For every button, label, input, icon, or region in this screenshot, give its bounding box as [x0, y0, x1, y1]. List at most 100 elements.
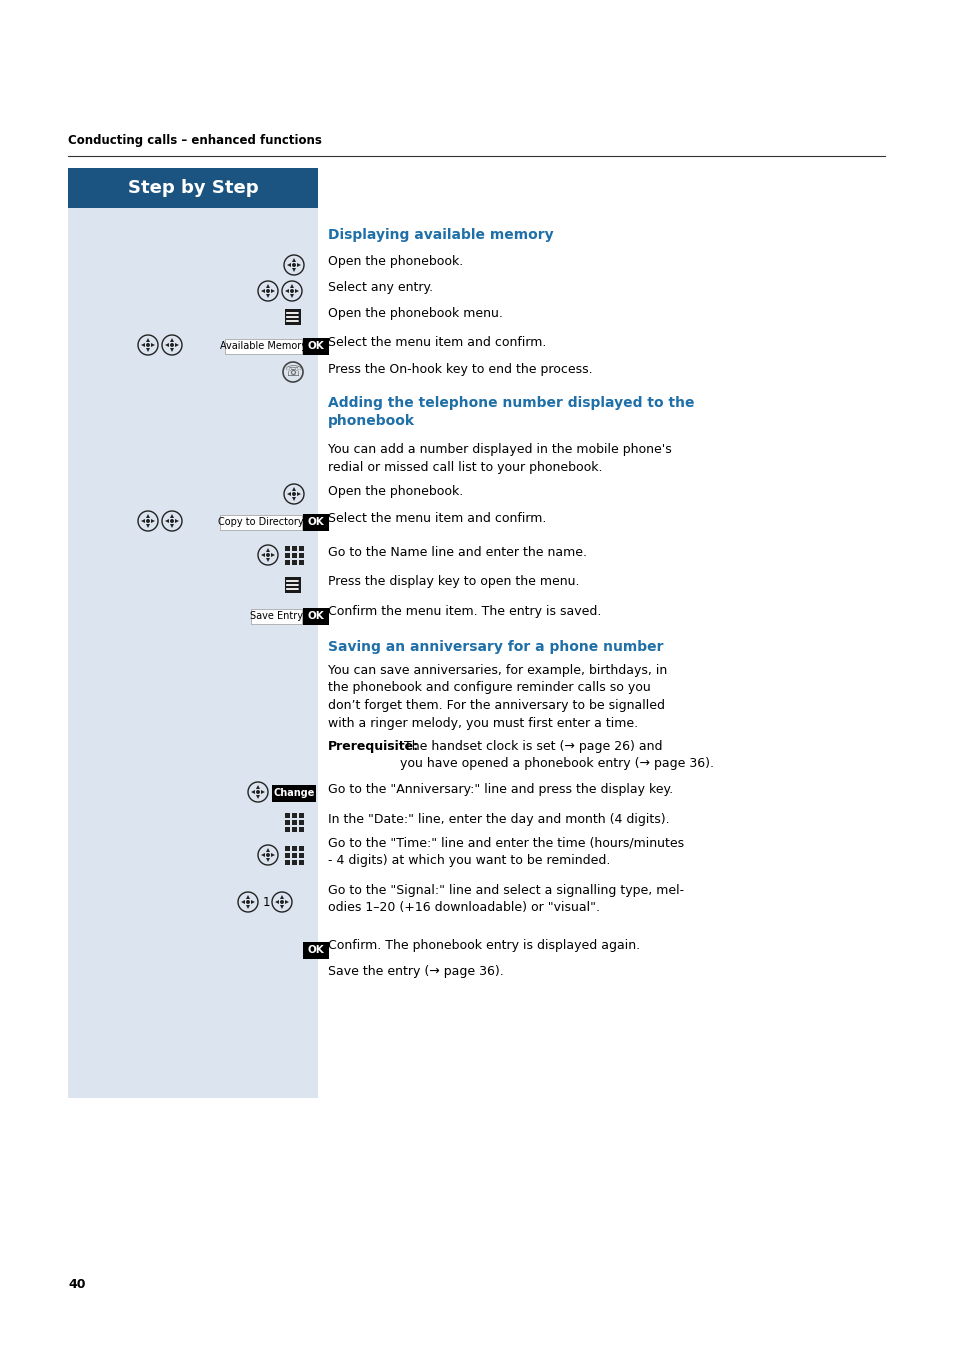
Bar: [293, 819, 297, 825]
Circle shape: [286, 580, 288, 582]
Polygon shape: [266, 558, 270, 562]
Circle shape: [146, 343, 150, 347]
Text: Conducting calls – enhanced functions: Conducting calls – enhanced functions: [68, 134, 321, 147]
Text: Press the display key to open the menu.: Press the display key to open the menu.: [328, 575, 578, 589]
Polygon shape: [296, 491, 301, 495]
Text: Available Memory: Available Memory: [219, 342, 307, 351]
Text: Go to the "Anniversary:" line and press the display key.: Go to the "Anniversary:" line and press …: [328, 783, 673, 795]
Polygon shape: [285, 900, 289, 904]
Bar: [285, 813, 291, 818]
Polygon shape: [271, 554, 274, 558]
Text: Go to the "Signal:" line and select a signalling type, mel-
odies 1–20 (+16 down: Go to the "Signal:" line and select a si…: [328, 884, 683, 914]
Polygon shape: [146, 338, 150, 342]
Circle shape: [286, 316, 288, 319]
Text: Adding the telephone number displayed to the
phonebook: Adding the telephone number displayed to…: [328, 396, 694, 428]
Bar: [299, 860, 304, 864]
Polygon shape: [274, 900, 278, 904]
Bar: [220, 514, 302, 529]
Text: 40: 40: [68, 1278, 86, 1292]
Text: ☏: ☏: [284, 364, 301, 379]
Bar: [293, 559, 297, 564]
Polygon shape: [170, 348, 173, 352]
Circle shape: [266, 554, 270, 558]
Text: You can save anniversaries, for example, birthdays, in
the phonebook and configu: You can save anniversaries, for example,…: [328, 664, 666, 729]
Polygon shape: [251, 900, 254, 904]
Polygon shape: [271, 853, 274, 857]
Text: Change: Change: [273, 788, 314, 798]
Bar: [293, 860, 297, 864]
Text: Copy to Directory: Copy to Directory: [218, 517, 304, 526]
Bar: [299, 826, 304, 832]
Polygon shape: [255, 784, 260, 788]
Polygon shape: [261, 790, 265, 794]
Polygon shape: [266, 848, 270, 852]
Text: Saving an anniversary for a phone number: Saving an anniversary for a phone number: [328, 640, 662, 653]
Circle shape: [170, 343, 173, 347]
Bar: [285, 545, 291, 551]
Polygon shape: [266, 548, 270, 552]
Circle shape: [266, 853, 270, 857]
Polygon shape: [246, 904, 250, 909]
Polygon shape: [241, 900, 245, 904]
Text: Select the menu item and confirm.: Select the menu item and confirm.: [328, 336, 546, 348]
Polygon shape: [287, 491, 291, 495]
Bar: [293, 845, 297, 850]
Polygon shape: [246, 895, 250, 899]
Text: Save Entry: Save Entry: [250, 612, 302, 621]
Polygon shape: [165, 518, 169, 522]
Text: OK: OK: [307, 517, 324, 526]
Polygon shape: [290, 284, 294, 288]
Text: The handset clock is set (→ page 26) and
you have opened a phonebook entry (→ pa: The handset clock is set (→ page 26) and…: [399, 740, 713, 771]
Polygon shape: [271, 289, 274, 293]
Circle shape: [286, 320, 288, 323]
Polygon shape: [280, 895, 284, 899]
Bar: [293, 826, 297, 832]
Text: Open the phonebook menu.: Open the phonebook menu.: [328, 308, 502, 320]
Polygon shape: [146, 348, 150, 352]
Circle shape: [292, 491, 295, 495]
Bar: [293, 552, 297, 558]
Bar: [224, 339, 302, 354]
Bar: [285, 826, 291, 832]
Polygon shape: [292, 497, 295, 501]
Circle shape: [286, 589, 288, 590]
Bar: [293, 813, 297, 818]
Circle shape: [266, 289, 270, 293]
Circle shape: [280, 900, 284, 904]
Text: You can add a number displayed in the mobile phone's
redial or missed call list : You can add a number displayed in the mo…: [328, 443, 671, 474]
Polygon shape: [151, 518, 154, 522]
Polygon shape: [290, 294, 294, 298]
Polygon shape: [296, 263, 301, 267]
Polygon shape: [141, 518, 145, 522]
Bar: [285, 819, 291, 825]
Circle shape: [146, 518, 150, 522]
Bar: [299, 559, 304, 564]
Polygon shape: [170, 524, 173, 528]
Polygon shape: [287, 263, 291, 267]
Bar: [285, 309, 301, 325]
Bar: [272, 784, 315, 802]
Circle shape: [246, 900, 250, 904]
Polygon shape: [285, 289, 289, 293]
Bar: [251, 609, 302, 624]
Polygon shape: [266, 859, 270, 863]
Polygon shape: [261, 554, 265, 558]
Text: Displaying available memory: Displaying available memory: [328, 228, 553, 242]
Text: Save the entry (→ page 36).: Save the entry (→ page 36).: [328, 965, 503, 979]
Polygon shape: [266, 294, 270, 298]
Text: Select the menu item and confirm.: Select the menu item and confirm.: [328, 512, 546, 525]
Polygon shape: [141, 343, 145, 347]
Text: Confirm the menu item. The entry is saved.: Confirm the menu item. The entry is save…: [328, 606, 600, 618]
Polygon shape: [151, 343, 154, 347]
Bar: [303, 941, 329, 958]
Bar: [299, 819, 304, 825]
Polygon shape: [294, 289, 298, 293]
Bar: [303, 608, 329, 625]
Text: Prerequisite:: Prerequisite:: [328, 740, 418, 753]
Bar: [293, 545, 297, 551]
Polygon shape: [280, 904, 284, 909]
Polygon shape: [255, 795, 260, 799]
Polygon shape: [261, 853, 265, 857]
Text: Select any entry.: Select any entry.: [328, 282, 433, 294]
Bar: [285, 552, 291, 558]
